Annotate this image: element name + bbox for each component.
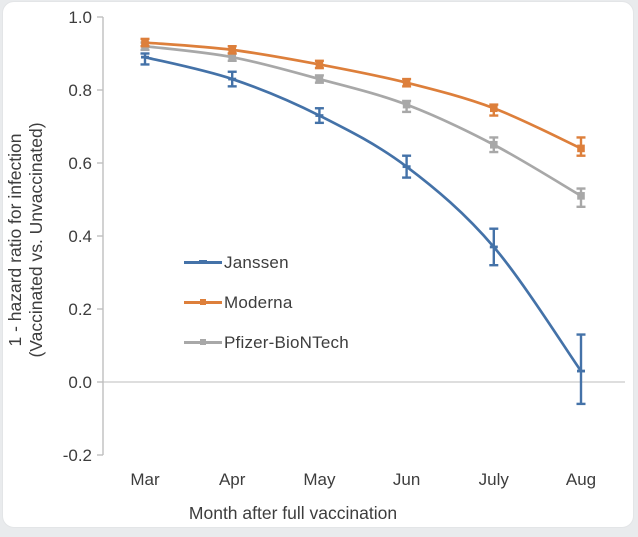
legend-label-janssen: Janssen: [224, 252, 289, 272]
janssen-line-swatch: [184, 260, 222, 264]
data-point-janssen: [577, 369, 585, 373]
x-tick-label: July: [479, 470, 510, 489]
y-tick-label: 0.6: [68, 154, 92, 173]
series-line-moderna: [143, 41, 583, 150]
x-tick-label: Apr: [219, 470, 246, 489]
data-point-moderna: [141, 38, 149, 47]
series-pfizer-biontech: [140, 41, 586, 209]
series-janssen: [140, 52, 586, 406]
y-tick-label: -0.2: [63, 446, 92, 465]
y-tick-label: 0.2: [68, 300, 92, 319]
legend: Janssen Moderna Pfizer-BioNTech: [184, 250, 414, 354]
data-point-janssen: [141, 55, 149, 59]
series-moderna: [140, 37, 586, 157]
data-point-pfizer-biontech: [315, 75, 324, 83]
data-point-moderna: [402, 78, 411, 87]
y-tick-label: 0.4: [68, 227, 92, 246]
y-tick-label: 0.8: [68, 81, 92, 100]
y-tick-label: 1.0: [68, 8, 92, 27]
legend-label-moderna: Moderna: [224, 292, 293, 312]
data-point-pfizer-biontech: [577, 192, 585, 200]
x-tick-label: May: [303, 470, 336, 489]
data-point-moderna: [490, 104, 498, 113]
data-point-moderna: [315, 60, 324, 69]
data-point-pfizer-biontech: [490, 140, 498, 149]
x-axis-title: Month after full vaccination: [189, 503, 397, 523]
moderna-marker-icon: [200, 299, 206, 305]
x-tick-label: Mar: [130, 470, 160, 489]
pfizer-marker-icon: [200, 339, 206, 345]
data-point-janssen: [228, 77, 237, 81]
legend-label-pfizer: Pfizer-BioNTech: [224, 332, 349, 352]
legend-item-pfizer: Pfizer-BioNTech: [184, 330, 414, 354]
y-axis-title: 1 - hazard ratio for infection (Vaccinat…: [5, 122, 46, 357]
x-tick-label: Aug: [566, 470, 596, 489]
janssen-marker-icon: [199, 260, 207, 264]
y-axis-title-line2: (Vaccinated vs. Unvaccinated): [26, 122, 46, 357]
data-point-pfizer-biontech: [402, 100, 411, 109]
data-point-pfizer-biontech: [228, 53, 236, 61]
data-point-moderna: [228, 46, 236, 54]
data-point-janssen: [315, 114, 324, 117]
y-tick-label: 0.0: [68, 373, 92, 392]
legend-item-moderna: Moderna: [184, 290, 414, 314]
chart-card: [2, 1, 634, 528]
pfizer-line-swatch: [184, 339, 222, 345]
x-tick-label: Jun: [393, 470, 420, 489]
moderna-line-swatch: [184, 299, 222, 305]
legend-item-janssen: Janssen: [184, 250, 414, 274]
data-point-janssen: [489, 245, 498, 249]
data-point-moderna: [577, 144, 585, 153]
series-line-pfizer-biontech: [143, 44, 583, 198]
data-point-janssen: [402, 165, 411, 169]
y-axis-title-line1: 1 - hazard ratio for infection: [5, 133, 25, 346]
